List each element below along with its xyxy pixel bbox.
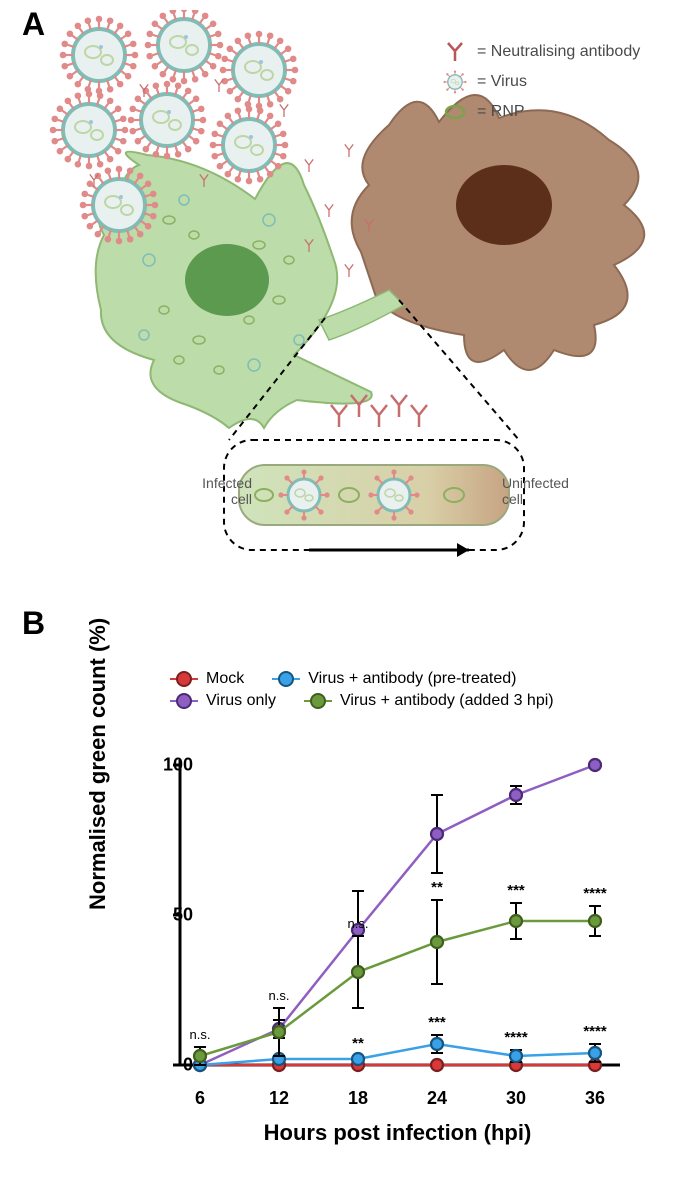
svg-text:****: **** xyxy=(504,1029,528,1046)
panel-b-label: B xyxy=(22,605,45,642)
legend-virus: = Virus xyxy=(439,70,669,94)
inset-left-label: Infected cell xyxy=(197,475,252,507)
xtick-label: 30 xyxy=(506,1088,526,1109)
svg-text:***: *** xyxy=(507,882,525,899)
legend-text: Virus + antibody (pre-treated) xyxy=(308,670,516,688)
svg-text:****: **** xyxy=(583,1023,607,1040)
chart-legend: Mock Virus + antibody (pre-treated) Viru… xyxy=(170,670,640,714)
legend-label: = Virus xyxy=(477,73,527,91)
panel-a-diagram: Infected cell Uninfected cell = Neutrali… xyxy=(49,10,669,610)
legend-label: = RNP xyxy=(477,103,525,121)
x-axis-label: Hours post infection (hpi) xyxy=(170,1120,625,1146)
xtick-label: 36 xyxy=(585,1088,605,1109)
virus-icon xyxy=(439,70,471,94)
legend-antibody: = Neutralising antibody xyxy=(439,40,669,64)
ytick-label: 100 xyxy=(163,755,193,776)
svg-text:n.s.: n.s. xyxy=(190,1027,211,1042)
inset-nanotube xyxy=(239,465,509,557)
legend-mock: Mock xyxy=(170,670,244,688)
ytick-label: 50 xyxy=(173,905,193,926)
uninfected-cell xyxy=(352,95,645,370)
panel-a-label: A xyxy=(22,6,45,43)
line-chart-svg: *************n.s.n.s.n.s.********* xyxy=(170,750,625,1080)
legend-virusonly: Virus only xyxy=(170,692,276,710)
svg-text:**: ** xyxy=(431,879,443,896)
ytick-label: 0 xyxy=(183,1055,193,1076)
legend-pretreated: Virus + antibody (pre-treated) xyxy=(272,670,516,688)
legend-rnp: = RNP xyxy=(439,100,669,124)
svg-text:***: *** xyxy=(428,1014,446,1031)
legend-text: Virus only xyxy=(206,692,276,710)
inset-right-label: Uninfected cell xyxy=(502,475,582,507)
svg-text:**: ** xyxy=(352,1035,364,1052)
panel-b-chart: Mock Virus + antibody (pre-treated) Viru… xyxy=(70,630,655,1150)
svg-text:n.s.: n.s. xyxy=(348,916,369,931)
panel-a-legend: = Neutralising antibody = Virus = RNP xyxy=(439,40,669,130)
legend-text: Virus + antibody (added 3 hpi) xyxy=(340,692,554,710)
xtick-label: 18 xyxy=(348,1088,368,1109)
xtick-label: 6 xyxy=(195,1088,205,1109)
antibody-icon xyxy=(439,40,471,64)
svg-text:****: **** xyxy=(583,885,607,902)
y-axis-label: Normalised green count (%) xyxy=(85,618,111,910)
legend-label: = Neutralising antibody xyxy=(477,43,640,61)
xtick-label: 24 xyxy=(427,1088,447,1109)
xtick-label: 12 xyxy=(269,1088,289,1109)
svg-text:n.s.: n.s. xyxy=(269,988,290,1003)
rnp-icon xyxy=(439,100,471,124)
legend-added3hpi: Virus + antibody (added 3 hpi) xyxy=(304,692,554,710)
legend-text: Mock xyxy=(206,670,244,688)
